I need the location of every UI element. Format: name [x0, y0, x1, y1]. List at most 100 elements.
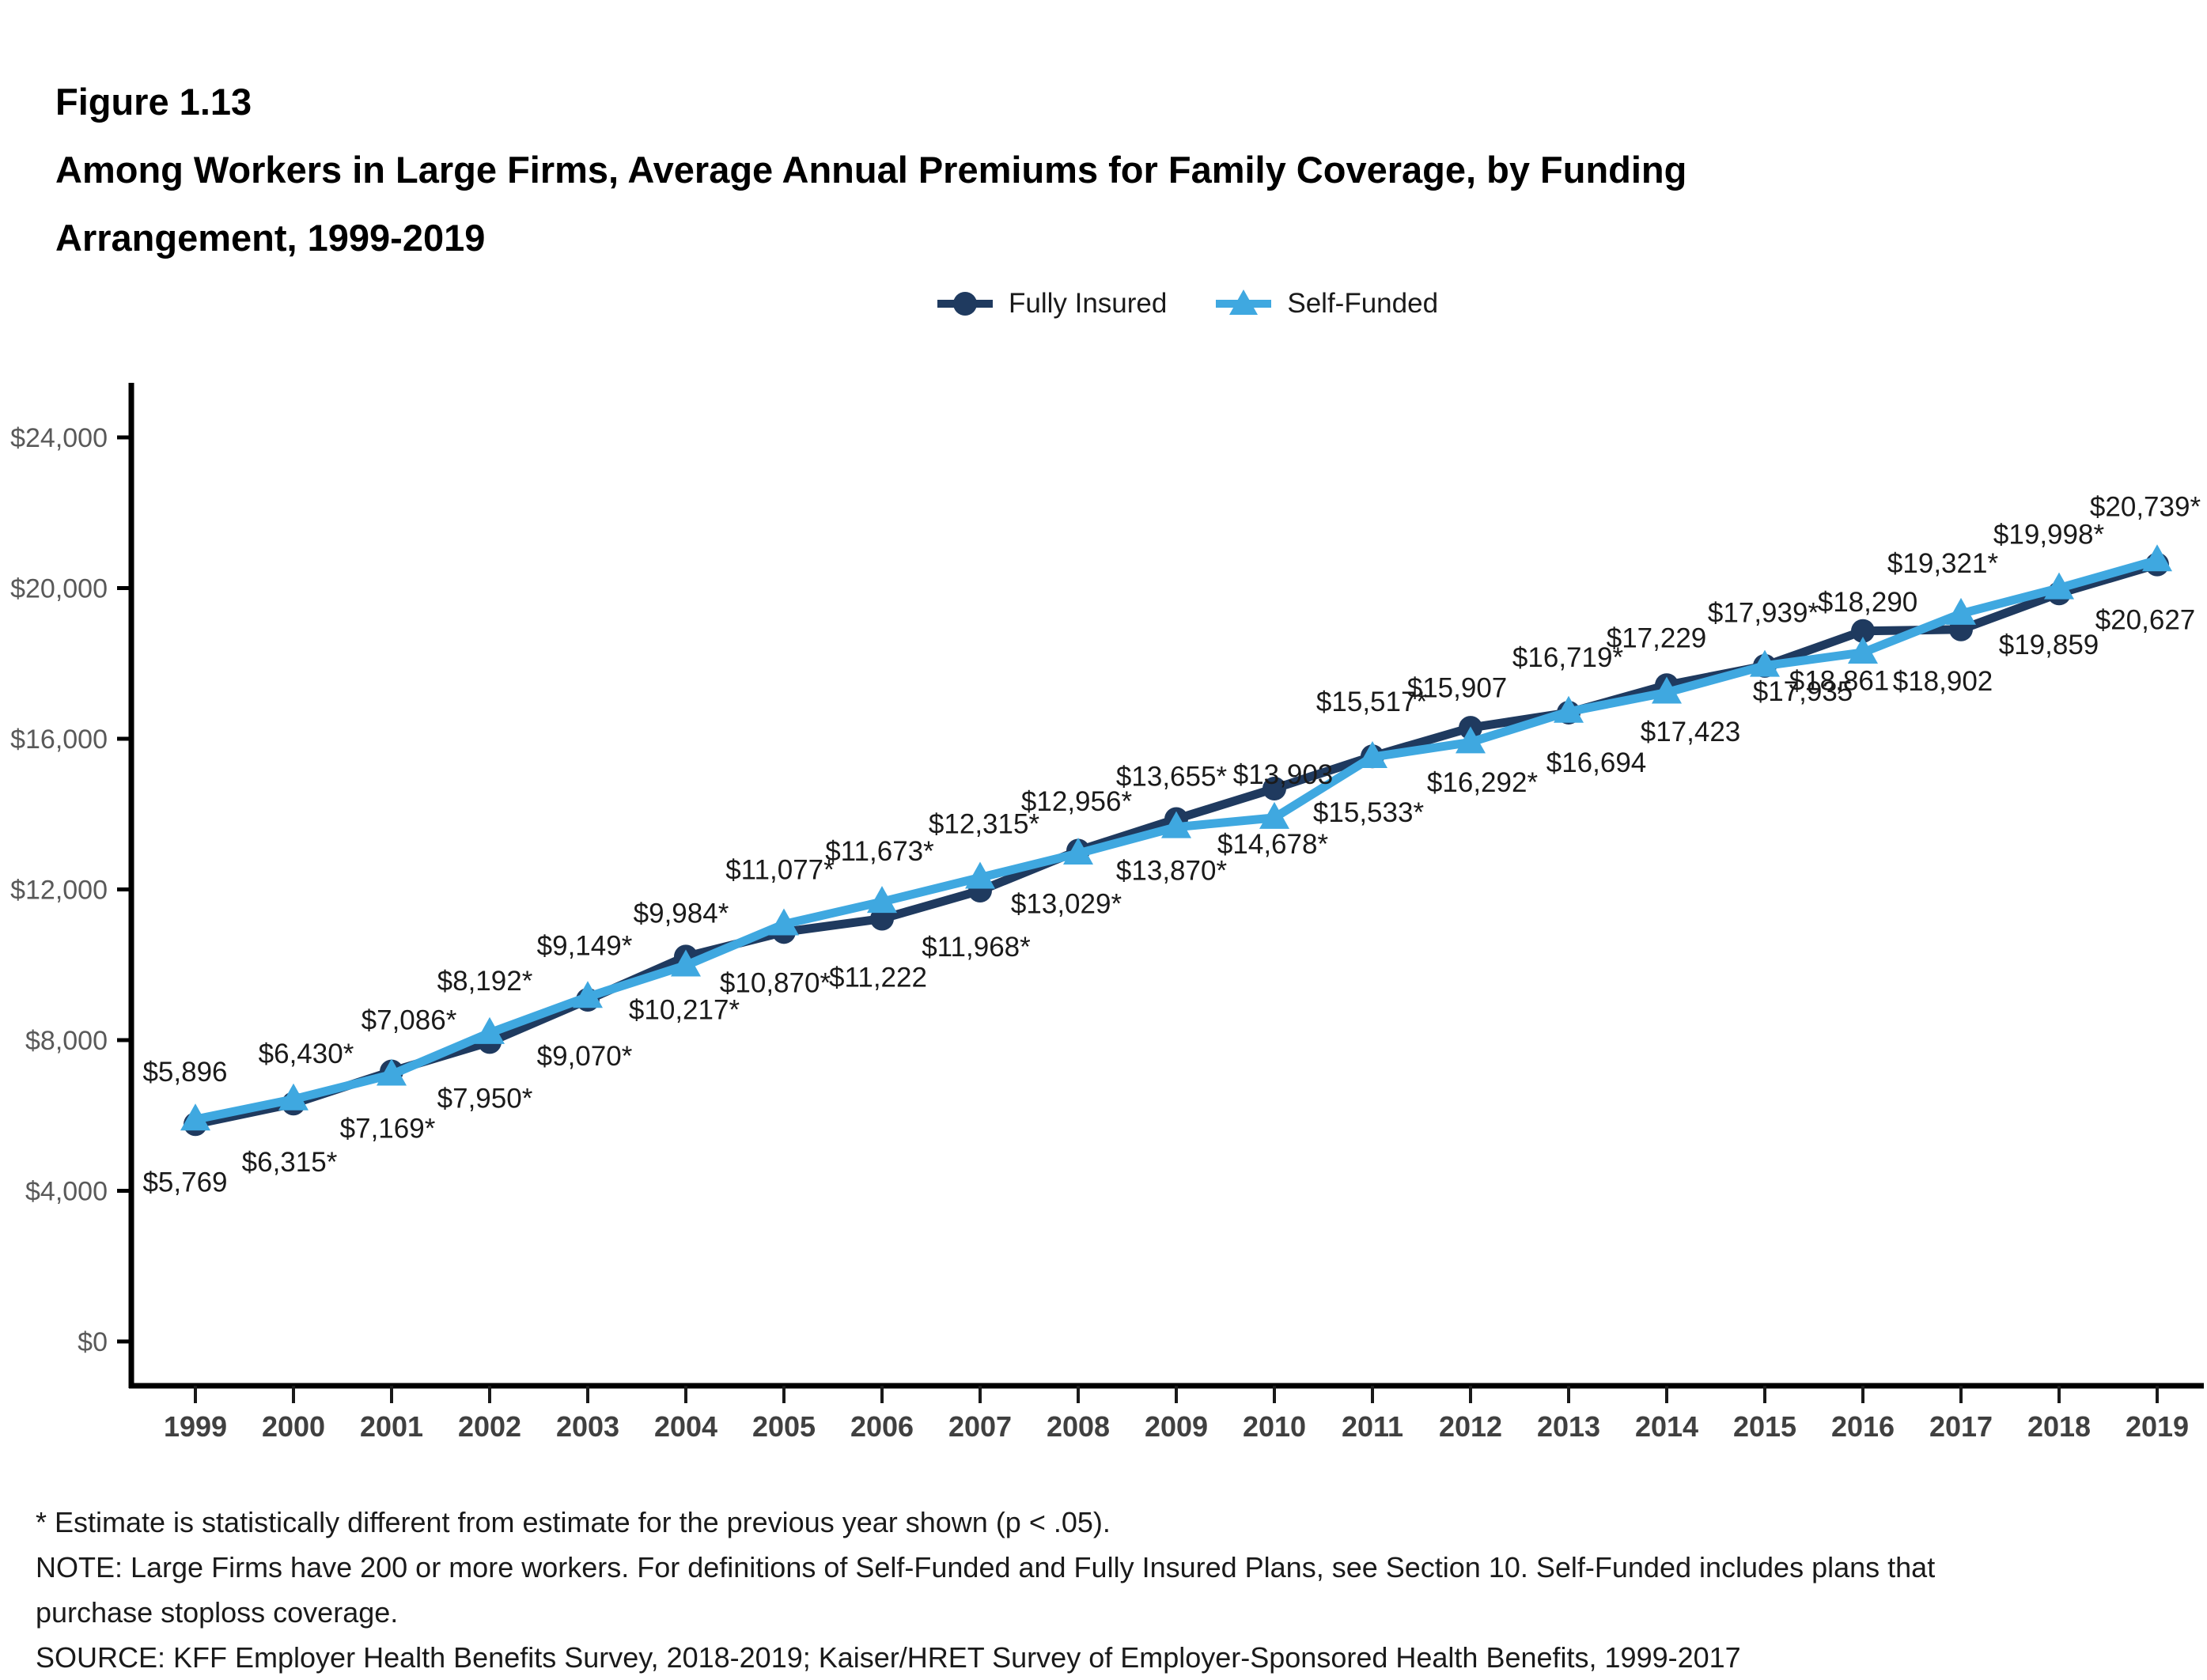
self-funded-data-label-2013: $16,719*	[1512, 642, 1624, 673]
fully-insured-data-label-2003: $9,070*	[537, 1041, 633, 1072]
x-axis-year-label: 2017	[1929, 1410, 1993, 1443]
x-axis-year-label: 2001	[360, 1410, 423, 1443]
self-funded-data-label-2016: $18,290	[1818, 587, 1918, 618]
fully-insured-data-label-2019: $20,627	[2095, 605, 2196, 636]
x-axis-year-label: 2015	[1733, 1410, 1796, 1443]
x-axis-year-label: 2006	[850, 1410, 914, 1443]
y-axis-tick-label: $12,000	[10, 876, 108, 906]
fully-insured-data-label-2017: $18,902	[1893, 666, 1993, 697]
self-funded-data-label-2019: $20,739*	[2090, 491, 2201, 522]
self-funded-point-2003	[573, 981, 603, 1008]
y-axis-tick-label: $20,000	[10, 574, 108, 604]
fully-insured-data-label-2007: $11,968*	[922, 932, 1031, 963]
chart-legend: Fully Insured Self-Funded	[937, 288, 1438, 320]
figure-title-line2: Arrangement, 1999-2019	[55, 217, 486, 259]
self-funded-point-2018	[2044, 572, 2074, 600]
self-funded-point-2006	[867, 886, 897, 914]
self-funded-data-label-2003: $9,149*	[537, 930, 633, 961]
x-axis-year-label: 2011	[1342, 1410, 1403, 1443]
fully-insured-point-2010	[1262, 776, 1286, 800]
self-funded-point-2010	[1259, 801, 1289, 829]
legend-label-self-funded: Self-Funded	[1287, 288, 1439, 319]
y-axis-tick-label: $4,000	[25, 1177, 108, 1207]
fully-insured-data-label-2011: $15,533*	[1313, 797, 1425, 828]
self-funded-data-label-2015: $17,939*	[1708, 598, 1819, 629]
self-funded-data-label-2001: $7,086*	[362, 1005, 457, 1036]
self-funded-data-label-2014: $17,229	[1607, 622, 1707, 653]
self-funded-point-2017	[1946, 597, 1976, 625]
self-funded-data-label-2002: $8,192*	[437, 966, 533, 997]
self-funded-point-2016	[1848, 636, 1878, 664]
fully-insured-data-label-2014: $17,423	[1641, 717, 1741, 747]
legend-item-self-funded: Self-Funded	[1216, 288, 1438, 320]
fully-insured-data-label-2002: $7,950*	[437, 1083, 533, 1114]
x-axis-year-label: 1999	[164, 1410, 227, 1443]
footnote-significance: * Estimate is statistically different fr…	[36, 1506, 1111, 1538]
x-axis-year-label: 2019	[2126, 1410, 2189, 1443]
self-funded-point-2013	[1554, 695, 1584, 723]
self-funded-data-label-2012: $15,907	[1407, 672, 1508, 703]
self-funded-data-label-2006: $11,673*	[825, 836, 934, 867]
self-funded-data-label-2011: $15,517*	[1316, 687, 1428, 717]
figure-title-block: Figure 1.13 Among Workers in Large Firms…	[55, 68, 1686, 272]
x-axis-year-label: 2003	[556, 1410, 619, 1443]
self-funded-point-2014	[1652, 676, 1682, 704]
self-funded-point-2012	[1456, 726, 1486, 754]
y-axis-tick-label: $0	[78, 1327, 108, 1357]
x-axis-year-label: 2000	[262, 1410, 325, 1443]
self-funded-point-2004	[671, 949, 701, 977]
self-funded-data-label-2009: $13,655*	[1116, 762, 1228, 793]
self-funded-point-2009	[1161, 811, 1191, 838]
figure-title-line1: Among Workers in Large Firms, Average An…	[55, 149, 1687, 191]
y-axis-tick-label: $8,000	[25, 1026, 108, 1056]
self-funded-data-label-2008: $12,956*	[1021, 786, 1133, 817]
footnote-note-line1: NOTE: Large Firms have 200 or more worke…	[36, 1551, 1936, 1584]
self-funded-point-2008	[1063, 837, 1093, 865]
legend-triangle-icon	[1216, 289, 1272, 315]
fully-insured-data-label-2010: $14,678*	[1217, 829, 1329, 860]
self-funded-point-2005	[769, 908, 799, 936]
footnotes-block: * Estimate is statistically different fr…	[36, 1500, 1935, 1680]
fully-insured-data-label-2001: $7,169*	[340, 1114, 436, 1145]
fully-insured-data-label-2015: $17,935	[1753, 676, 1853, 707]
self-funded-data-label-2018: $19,998*	[1993, 520, 2105, 551]
x-axis-year-label: 2012	[1439, 1410, 1502, 1443]
figure-number: Figure 1.13	[55, 81, 252, 123]
self-funded-data-label-2005: $11,077*	[725, 854, 835, 885]
self-funded-point-2019	[2142, 544, 2172, 572]
fully-insured-point-2016	[1851, 619, 1875, 643]
fully-insured-data-label-2005: $10,870*	[720, 967, 831, 998]
x-axis-year-label: 2009	[1145, 1410, 1208, 1443]
self-funded-data-label-2004: $9,984*	[634, 899, 729, 929]
self-funded-point-2007	[965, 861, 995, 889]
self-funded-point-2001	[377, 1058, 407, 1086]
x-axis-year-label: 2007	[948, 1410, 1012, 1443]
x-axis-year-label: 2004	[654, 1410, 717, 1443]
self-funded-point-2011	[1357, 741, 1387, 769]
y-axis-tick-label: $16,000	[10, 725, 108, 755]
self-funded-point-2000	[278, 1083, 309, 1111]
x-axis-year-label: 2005	[752, 1410, 816, 1443]
self-funded-data-label-2000: $6,430*	[259, 1039, 354, 1069]
legend-item-fully-insured: Fully Insured	[937, 288, 1167, 320]
fully-insured-data-label-2012: $16,292*	[1427, 767, 1539, 798]
self-funded-point-1999	[180, 1103, 210, 1131]
y-axis-tick-label: $24,000	[10, 423, 108, 453]
self-funded-point-2002	[475, 1016, 505, 1044]
x-axis-year-label: 2013	[1537, 1410, 1600, 1443]
x-axis-year-label: 2002	[458, 1410, 521, 1443]
fully-insured-data-label-2008: $13,029*	[1011, 888, 1122, 919]
fully-insured-data-label-2013: $16,694	[1546, 747, 1647, 778]
legend-label-fully-insured: Fully Insured	[1009, 288, 1168, 319]
fully-insured-data-label-2009: $13,870*	[1116, 855, 1228, 886]
footnote-source: SOURCE: KFF Employer Health Benefits Sur…	[36, 1641, 1741, 1674]
x-axis-year-label: 2014	[1635, 1410, 1698, 1443]
self-funded-data-label-2007: $12,315*	[929, 808, 1040, 839]
fully-insured-data-label-2000: $6,315*	[242, 1147, 338, 1178]
fully-insured-data-label-2004: $10,217*	[629, 994, 740, 1025]
x-axis-year-label: 2010	[1243, 1410, 1306, 1443]
x-axis-year-label: 2018	[2027, 1410, 2091, 1443]
fully-insured-data-label-2016: $18,861	[1789, 666, 1890, 697]
